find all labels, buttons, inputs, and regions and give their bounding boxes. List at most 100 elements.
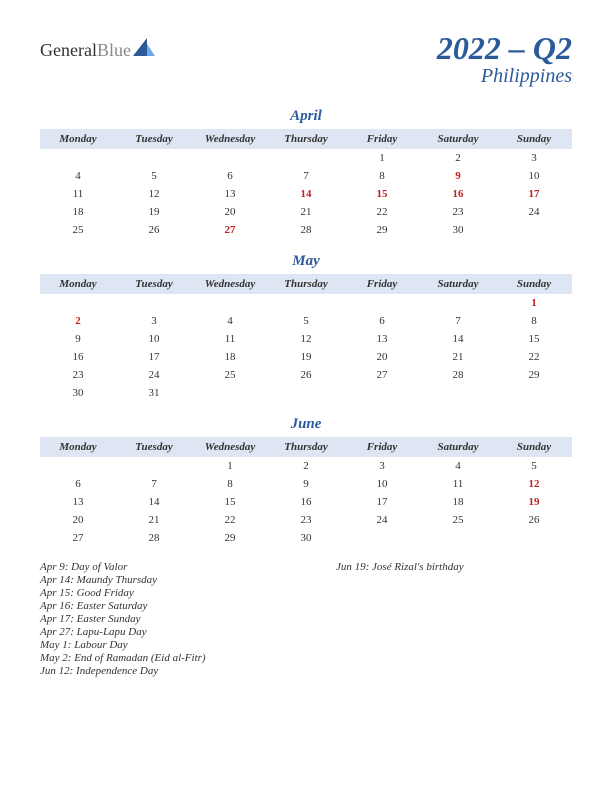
calendar-cell: 27: [40, 529, 116, 547]
calendar-cell: 25: [192, 366, 268, 384]
holiday-item: Apr 17: Easter Sunday: [40, 613, 276, 625]
calendar-cell: 24: [496, 203, 572, 221]
calendar-cell: 15: [344, 185, 420, 203]
calendar-row: 27282930: [40, 529, 572, 547]
calendar-cell: 18: [40, 203, 116, 221]
weekday-header: Saturday: [420, 437, 496, 457]
calendar-cell: 13: [40, 493, 116, 511]
weekday-header: Thursday: [268, 129, 344, 149]
title-main: 2022 – Q2: [437, 30, 572, 67]
calendar-row: 252627282930: [40, 221, 572, 239]
calendar-cell: 14: [420, 330, 496, 348]
calendar-cell: 28: [116, 529, 192, 547]
calendar-cell: 12: [116, 185, 192, 203]
calendar-cell: [116, 149, 192, 167]
title-block: 2022 – Q2 Philippines: [437, 30, 572, 88]
calendar-cell: 11: [420, 475, 496, 493]
weekday-header: Monday: [40, 129, 116, 149]
calendar-table: MondayTuesdayWednesdayThursdayFridaySatu…: [40, 129, 572, 239]
calendar-row: 16171819202122: [40, 348, 572, 366]
calendar-cell: 12: [496, 475, 572, 493]
calendar-cell: 23: [420, 203, 496, 221]
calendar-cell: [268, 294, 344, 312]
calendar-cell: 27: [192, 221, 268, 239]
logo-text: GeneralBlue: [40, 40, 131, 61]
calendar-cell: 27: [344, 366, 420, 384]
month-name: May: [40, 253, 572, 270]
calendar-cell: 31: [116, 384, 192, 402]
calendar-cell: 19: [116, 203, 192, 221]
calendar-cell: [116, 294, 192, 312]
calendar-cell: 3: [344, 457, 420, 475]
calendar-cell: 24: [344, 511, 420, 529]
calendar-cell: [344, 294, 420, 312]
calendar-row: 123: [40, 149, 572, 167]
calendar-cell: 7: [116, 475, 192, 493]
calendar-cell: 12: [268, 330, 344, 348]
calendar-cell: [268, 149, 344, 167]
logo: GeneralBlue: [40, 38, 155, 63]
months-container: April MondayTuesdayWednesdayThursdayFrida…: [40, 108, 572, 547]
month-block: JuneMondayTuesdayWednesdayThursdayFriday…: [40, 416, 572, 547]
calendar-cell: 30: [420, 221, 496, 239]
calendar-cell: 22: [192, 511, 268, 529]
calendar-cell: 22: [344, 203, 420, 221]
calendar-cell: 15: [192, 493, 268, 511]
holiday-item: Apr 9: Day of Valor: [40, 561, 276, 573]
calendar-cell: [496, 221, 572, 239]
calendar-cell: 26: [116, 221, 192, 239]
calendar-cell: 2: [420, 149, 496, 167]
calendar-cell: 4: [192, 312, 268, 330]
calendar-cell: 20: [40, 511, 116, 529]
month-block: April MondayTuesdayWednesdayThursdayFrida…: [40, 108, 572, 239]
weekday-header: Sunday: [496, 437, 572, 457]
month-block: May MondayTuesdayWednesdayThursdayFridayS…: [40, 253, 572, 402]
calendar-cell: 16: [268, 493, 344, 511]
weekday-header: Sunday: [496, 129, 572, 149]
calendar-cell: [192, 384, 268, 402]
calendar-cell: 21: [420, 348, 496, 366]
title-sub: Philippines: [437, 65, 572, 88]
calendar-table: MondayTuesdayWednesdayThursdayFridaySatu…: [40, 437, 572, 547]
weekday-header: Tuesday: [116, 274, 192, 294]
holiday-item: Apr 14: Maundy Thursday: [40, 574, 276, 586]
calendar-cell: 13: [344, 330, 420, 348]
calendar-cell: 1: [496, 294, 572, 312]
logo-text-1: General: [40, 40, 97, 60]
weekday-header: Monday: [40, 437, 116, 457]
calendar-cell: 22: [496, 348, 572, 366]
calendar-table: MondayTuesdayWednesdayThursdayFridaySatu…: [40, 274, 572, 402]
weekday-header: Thursday: [268, 437, 344, 457]
calendar-cell: 23: [40, 366, 116, 384]
calendar-cell: [40, 457, 116, 475]
weekday-header: Friday: [344, 437, 420, 457]
calendar-cell: 6: [192, 167, 268, 185]
holiday-item: Jun 12: Independence Day: [40, 665, 276, 677]
calendar-cell: 9: [40, 330, 116, 348]
weekday-header: Friday: [344, 129, 420, 149]
calendar-row: 20212223242526: [40, 511, 572, 529]
calendar-cell: 16: [420, 185, 496, 203]
weekday-header: Tuesday: [116, 437, 192, 457]
calendar-row: 18192021222324: [40, 203, 572, 221]
calendar-cell: 5: [268, 312, 344, 330]
calendar-cell: 17: [496, 185, 572, 203]
calendar-cell: 8: [344, 167, 420, 185]
calendar-cell: 17: [344, 493, 420, 511]
calendar-cell: 24: [116, 366, 192, 384]
calendar-cell: 10: [116, 330, 192, 348]
calendar-cell: [420, 384, 496, 402]
calendar-cell: 28: [420, 366, 496, 384]
calendar-cell: 10: [496, 167, 572, 185]
calendar-row: 2345678: [40, 312, 572, 330]
calendar-cell: 17: [116, 348, 192, 366]
calendar-cell: [496, 384, 572, 402]
weekday-header: Saturday: [420, 129, 496, 149]
calendar-cell: 1: [344, 149, 420, 167]
calendar-cell: 14: [116, 493, 192, 511]
calendar-cell: 6: [344, 312, 420, 330]
month-name: April: [40, 108, 572, 125]
calendar-cell: 13: [192, 185, 268, 203]
weekday-header: Saturday: [420, 274, 496, 294]
weekday-header: Friday: [344, 274, 420, 294]
